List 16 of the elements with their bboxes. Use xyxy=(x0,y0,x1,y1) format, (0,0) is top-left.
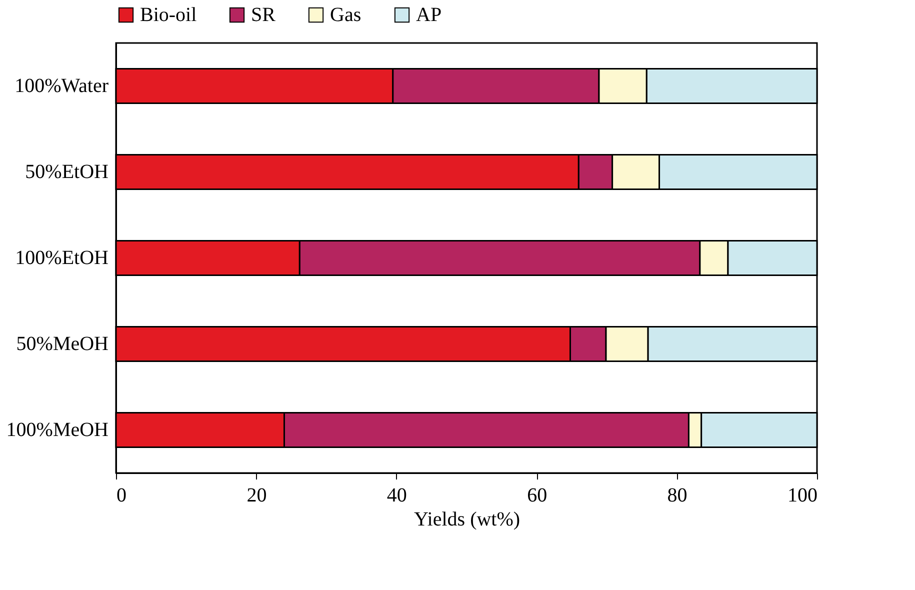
legend-label: SR xyxy=(251,4,276,26)
x-axis-title: Yields (wt%) xyxy=(414,508,520,530)
x-tick-label: 60 xyxy=(527,484,548,506)
y-tick-label: 100%EtOH xyxy=(15,247,108,269)
y-tick-label: 100%MeOH xyxy=(6,419,108,441)
y-tick-label: 50%MeOH xyxy=(16,333,108,355)
x-tick-label: 100 xyxy=(788,484,818,506)
legend-label: Gas xyxy=(330,4,362,26)
y-tick-label: 100%Water xyxy=(14,75,109,97)
legend-label: Bio-oil xyxy=(140,4,198,26)
x-tick-label: 40 xyxy=(386,484,407,506)
x-tick-label: 0 xyxy=(116,484,126,506)
legend-label: AP xyxy=(416,4,442,26)
x-tick-label: 80 xyxy=(667,484,688,506)
x-tick-label: 20 xyxy=(246,484,267,506)
y-tick-label: 50%EtOH xyxy=(25,161,108,183)
